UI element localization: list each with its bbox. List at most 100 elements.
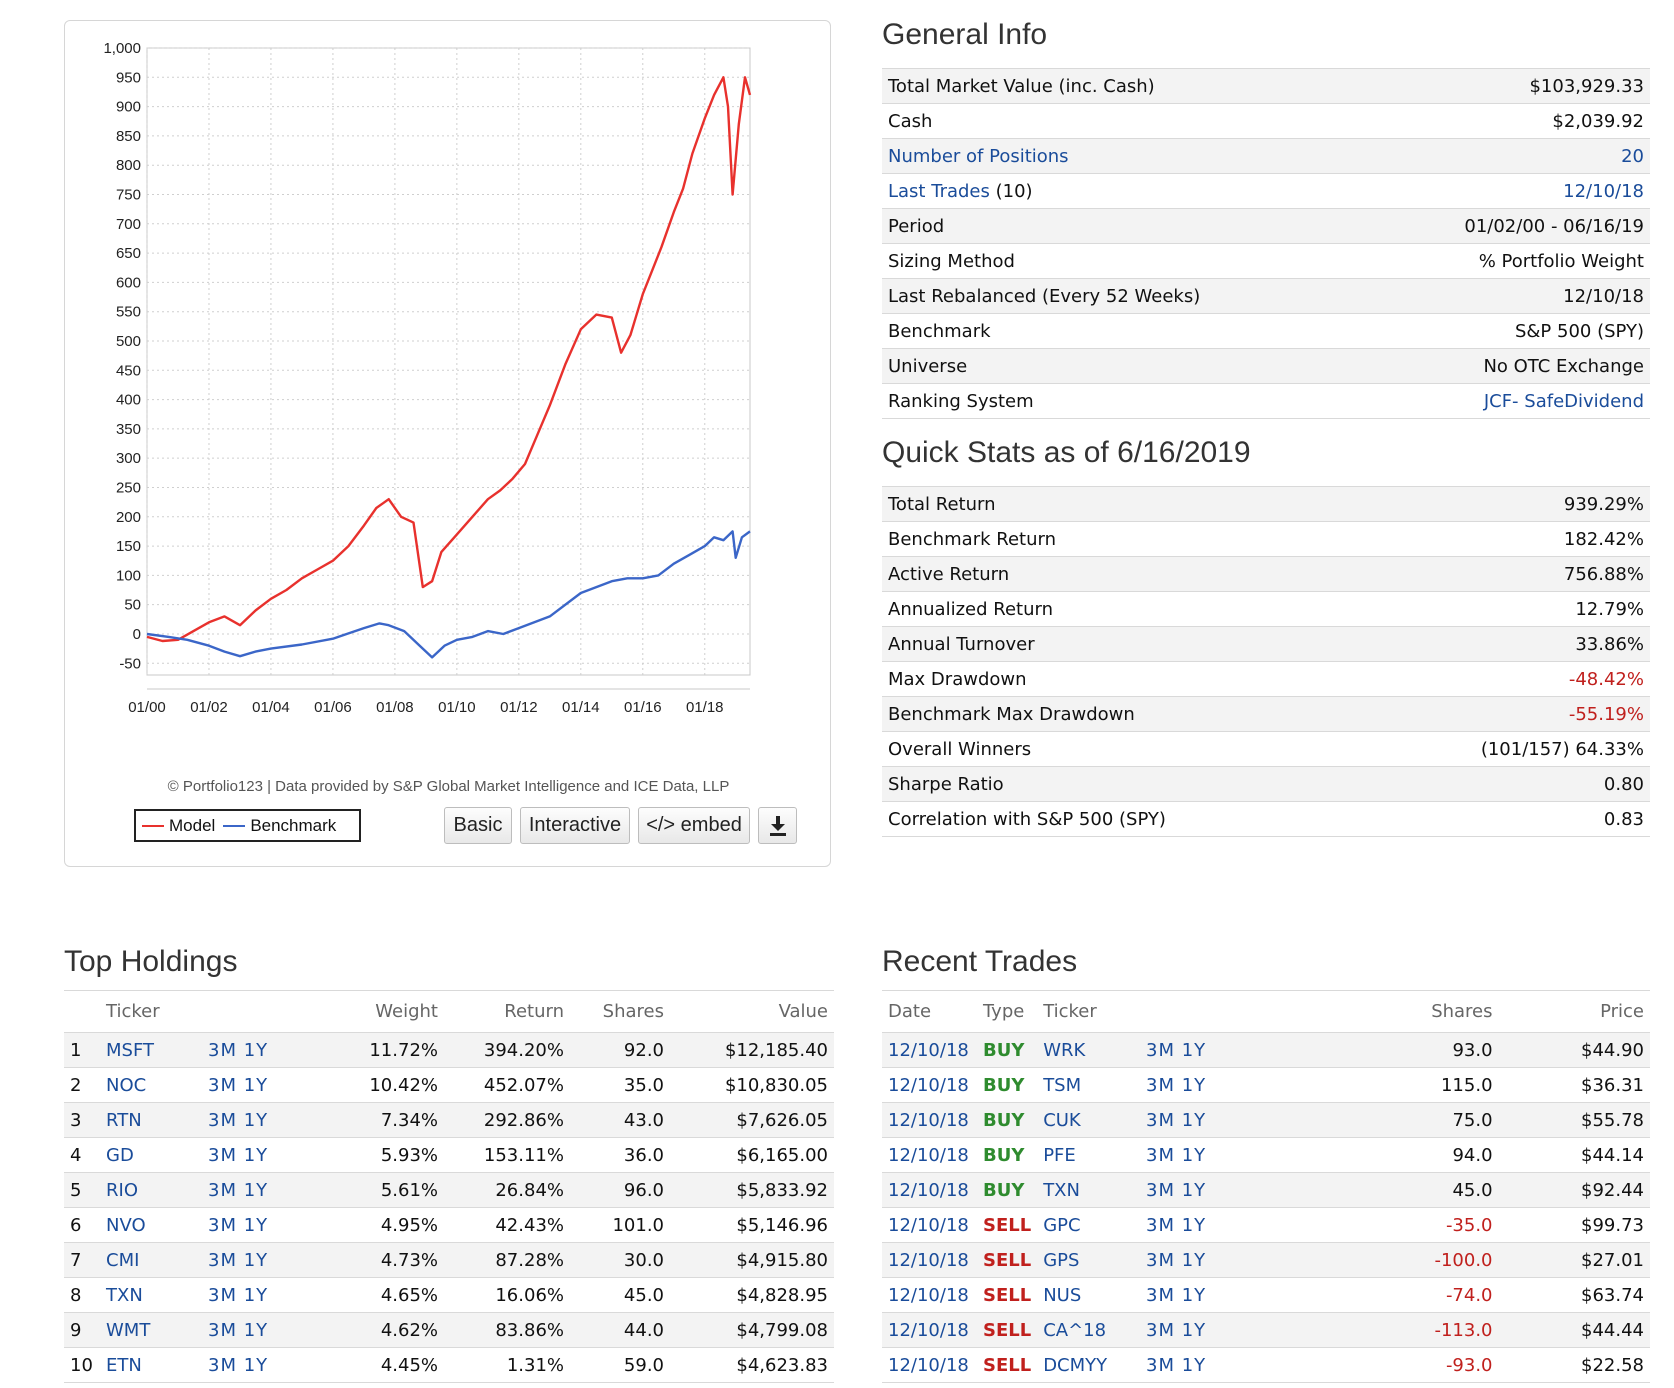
column-header-type[interactable]: Type [982, 1001, 1025, 1022]
period-3m-link[interactable]: 3M [208, 1074, 237, 1096]
period-1y-link[interactable]: 1Y [1181, 1319, 1207, 1341]
period-3m-link[interactable]: 3M [1146, 1284, 1175, 1306]
period-3m-link[interactable]: 3M [1146, 1144, 1175, 1166]
ticker-link[interactable]: NOC [106, 1074, 147, 1096]
trade-date-link[interactable]: 12/10/18 [888, 1179, 969, 1201]
ticker-link[interactable]: NUS [1043, 1284, 1082, 1306]
info-label: Last Rebalanced (Every 52 Weeks) [888, 285, 1201, 307]
period-1y-link[interactable]: 1Y [243, 1214, 269, 1236]
ticker-link[interactable]: RTN [106, 1109, 142, 1131]
period-3m-link[interactable]: 3M [208, 1249, 237, 1271]
period-3m-link[interactable]: 3M [1146, 1109, 1175, 1131]
trade-date-link[interactable]: 12/10/18 [888, 1214, 969, 1236]
column-header-date[interactable]: Date [888, 1001, 932, 1022]
trade-date-link[interactable]: 12/10/18 [888, 1039, 969, 1061]
period-1y-link[interactable]: 1Y [243, 1284, 269, 1306]
positions-count-link[interactable]: 20 [1621, 145, 1644, 167]
number-of-positions-link[interactable]: Number of Positions [888, 145, 1069, 167]
trade-date-link[interactable]: 12/10/18 [888, 1319, 969, 1341]
period-3m-link[interactable]: 3M [1146, 1179, 1175, 1201]
trade-type-badge: SELL [982, 1249, 1032, 1271]
embed-button[interactable]: </> embed [638, 807, 750, 844]
period-3m-link[interactable]: 3M [208, 1214, 237, 1236]
period-3m-link[interactable]: 3M [208, 1284, 237, 1306]
trade-date-link[interactable]: 12/10/18 [888, 1249, 969, 1271]
ticker-link[interactable]: TSM [1043, 1074, 1082, 1096]
period-1y-link[interactable]: 1Y [1181, 1214, 1207, 1236]
legend-benchmark[interactable]: Benchmark [223, 816, 336, 836]
period-3m-link[interactable]: 3M [1146, 1074, 1175, 1096]
holding-rank: 8 [70, 1284, 82, 1306]
ticker-link[interactable]: CMI [106, 1249, 140, 1271]
y-tick-label: 300 [116, 450, 141, 467]
period-1y-link[interactable]: 1Y [1181, 1109, 1207, 1131]
trade-date-link[interactable]: 12/10/18 [888, 1074, 969, 1096]
column-header-weight[interactable]: Weight [375, 1001, 438, 1022]
period-1y-link[interactable]: 1Y [1181, 1144, 1207, 1166]
trade-date-link[interactable]: 12/10/18 [888, 1354, 969, 1376]
ticker-link[interactable]: MSFT [106, 1039, 154, 1061]
period-1y-link[interactable]: 1Y [243, 1074, 269, 1096]
column-header-shares[interactable]: Shares [1431, 1001, 1493, 1022]
period-3m-link[interactable]: 3M [1146, 1214, 1175, 1236]
period-3m-link[interactable]: 3M [1146, 1039, 1175, 1061]
column-header-value[interactable]: Value [778, 1001, 828, 1022]
trade-date-link[interactable]: 12/10/18 [888, 1284, 969, 1306]
period-3m-link[interactable]: 3M [208, 1319, 237, 1341]
chart-legend[interactable]: Model Benchmark [134, 809, 361, 842]
period-3m-link[interactable]: 3M [208, 1179, 237, 1201]
y-tick-label: 700 [116, 216, 141, 233]
ticker-link[interactable]: CUK [1043, 1109, 1081, 1131]
column-header-price[interactable]: Price [1600, 1001, 1644, 1022]
trade-date-link[interactable]: 12/10/18 [888, 1109, 969, 1131]
period-1y-link[interactable]: 1Y [243, 1249, 269, 1271]
legend-model[interactable]: Model [142, 816, 215, 836]
column-header-return[interactable]: Return [504, 1001, 564, 1022]
period-1y-link[interactable]: 1Y [1181, 1354, 1207, 1376]
top-holdings-table: Ticker Weight Return Shares Value 1 MSFT 3… [64, 990, 834, 1383]
period-3m-link[interactable]: 3M [1146, 1249, 1175, 1271]
ticker-link[interactable]: PFE [1043, 1144, 1076, 1166]
x-tick-label: 01/16 [624, 699, 662, 716]
ticker-link[interactable]: ETN [106, 1354, 142, 1376]
ticker-link[interactable]: WRK [1043, 1039, 1086, 1061]
period-3m-link[interactable]: 3M [1146, 1319, 1175, 1341]
last-trades-link[interactable]: Last Trades [888, 180, 990, 202]
download-button[interactable] [758, 807, 797, 844]
period-1y-link[interactable]: 1Y [1181, 1039, 1207, 1061]
basic-button[interactable]: Basic [444, 807, 512, 844]
period-1y-link[interactable]: 1Y [243, 1179, 269, 1201]
column-header-ticker[interactable]: Ticker [106, 1001, 160, 1022]
ticker-link[interactable]: TXN [106, 1284, 143, 1306]
ticker-link[interactable]: NVO [106, 1214, 146, 1236]
ticker-link[interactable]: GPC [1043, 1214, 1081, 1236]
ticker-link[interactable]: GD [106, 1144, 134, 1166]
trade-date-link[interactable]: 12/10/18 [888, 1144, 969, 1166]
ticker-link[interactable]: GPS [1043, 1249, 1080, 1271]
period-3m-link[interactable]: 3M [1146, 1354, 1175, 1376]
period-1y-link[interactable]: 1Y [243, 1039, 269, 1061]
period-1y-link[interactable]: 1Y [1181, 1249, 1207, 1271]
ticker-link[interactable]: TXN [1043, 1179, 1080, 1201]
ticker-link[interactable]: WMT [106, 1319, 151, 1341]
ticker-link[interactable]: RIO [106, 1179, 138, 1201]
column-header-ticker[interactable]: Ticker [1043, 1001, 1097, 1022]
period-1y-link[interactable]: 1Y [1181, 1074, 1207, 1096]
period-1y-link[interactable]: 1Y [243, 1354, 269, 1376]
period-1y-link[interactable]: 1Y [1181, 1179, 1207, 1201]
period-1y-link[interactable]: 1Y [243, 1109, 269, 1131]
last-trades-date-link[interactable]: 12/10/18 [1563, 180, 1644, 202]
period-3m-link[interactable]: 3M [208, 1144, 237, 1166]
period-3m-link[interactable]: 3M [208, 1109, 237, 1131]
ranking-system-link[interactable]: JCF- SafeDividend [1483, 390, 1644, 412]
period-1y-link[interactable]: 1Y [1181, 1284, 1207, 1306]
period-1y-link[interactable]: 1Y [243, 1319, 269, 1341]
period-3m-link[interactable]: 3M [208, 1039, 237, 1061]
interactive-button[interactable]: Interactive [520, 807, 630, 844]
column-header-shares[interactable]: Shares [602, 1001, 664, 1022]
info-label: Cash [888, 110, 933, 132]
period-3m-link[interactable]: 3M [208, 1354, 237, 1376]
ticker-link[interactable]: CA^18 [1043, 1319, 1107, 1341]
period-1y-link[interactable]: 1Y [243, 1144, 269, 1166]
ticker-link[interactable]: DCMYY [1043, 1354, 1108, 1376]
